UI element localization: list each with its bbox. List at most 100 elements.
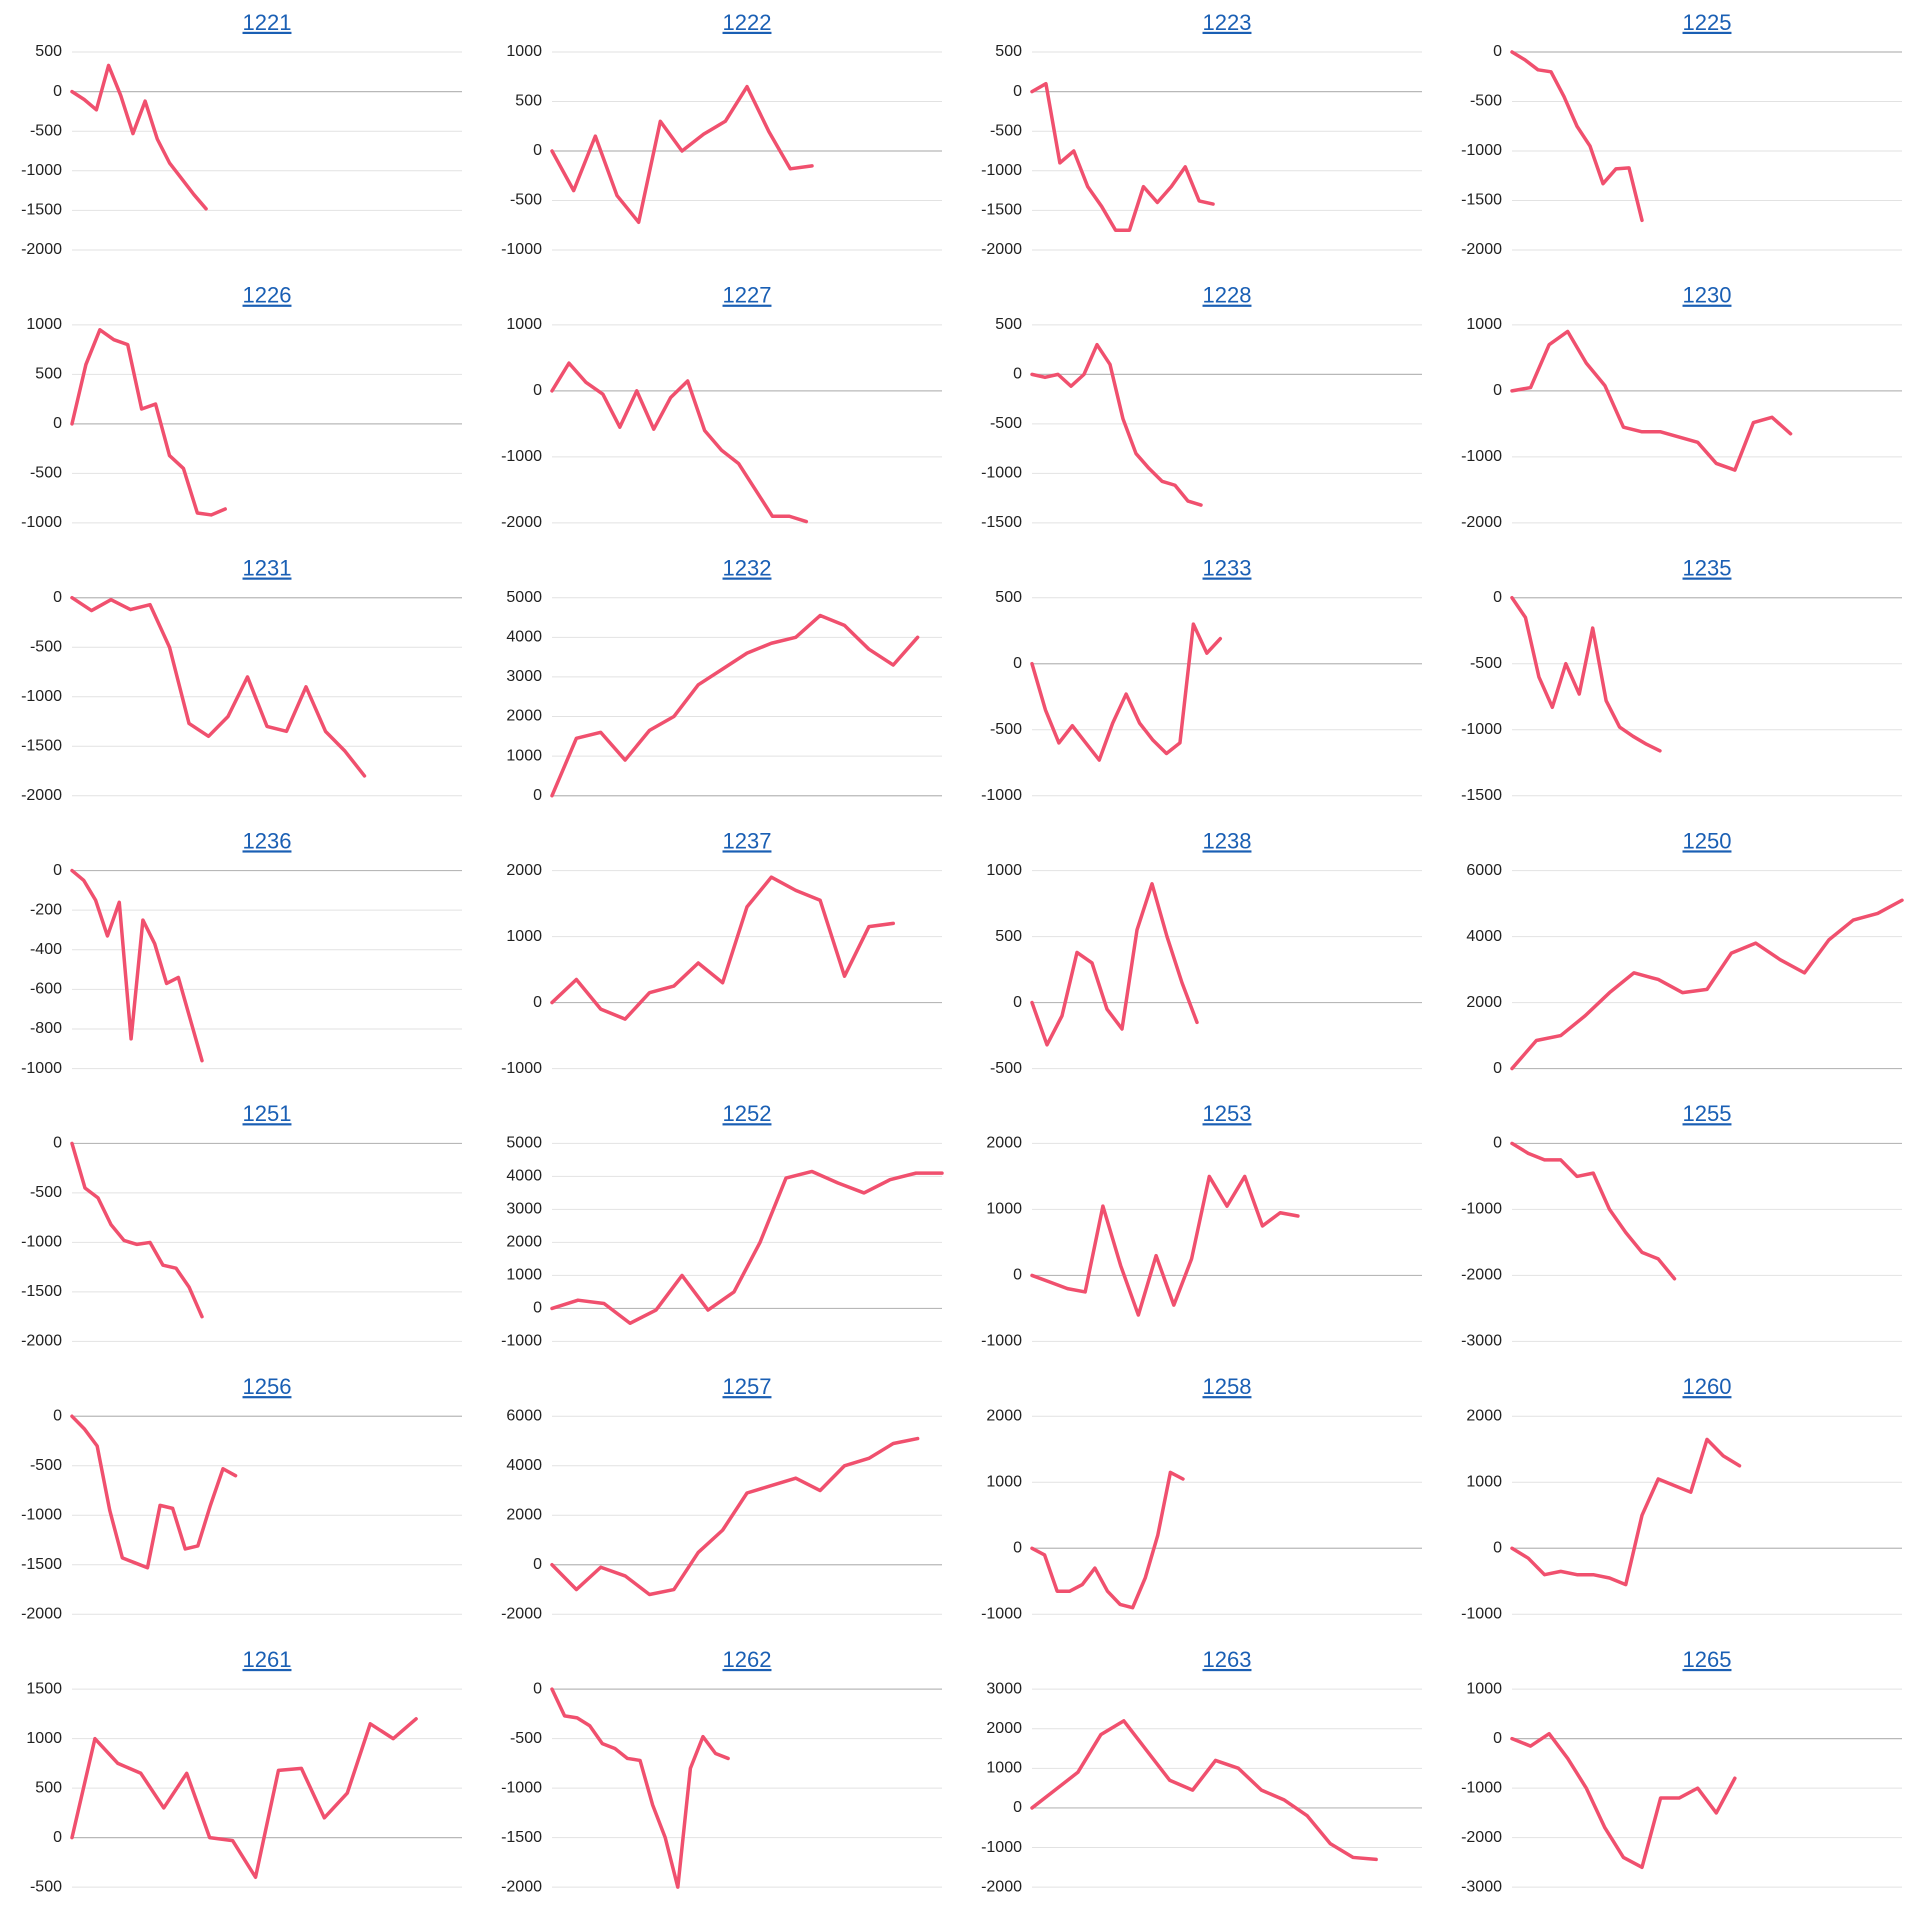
y-tick-label: -1500 xyxy=(21,737,62,754)
chart-title[interactable]: 1258 xyxy=(1203,1374,1252,1399)
y-tick-label: -1000 xyxy=(1461,142,1502,159)
y-tick-label: -2000 xyxy=(501,514,542,531)
chart-title[interactable]: 1260 xyxy=(1683,1374,1732,1399)
y-tick-label: -600 xyxy=(30,981,62,998)
data-line xyxy=(1030,342,1203,507)
y-tick-label: 0 xyxy=(1013,1540,1022,1557)
y-tick-label: -1000 xyxy=(501,1060,542,1077)
chart-title[interactable]: 1228 xyxy=(1203,283,1252,308)
y-tick-label: -2000 xyxy=(1461,1267,1502,1284)
chart-title[interactable]: 1251 xyxy=(243,1101,292,1126)
chart-title[interactable]: 1235 xyxy=(1683,556,1732,581)
chart-title[interactable]: 1263 xyxy=(1203,1647,1252,1672)
y-tick-label: -500 xyxy=(1470,93,1502,110)
y-tick-label: 4000 xyxy=(506,629,542,646)
chart-title[interactable]: 1221 xyxy=(243,10,292,35)
y-tick-label: 500 xyxy=(995,928,1022,945)
y-tick-label: 500 xyxy=(35,1779,62,1796)
y-tick-label: -1000 xyxy=(501,241,542,258)
y-tick-label: -1000 xyxy=(501,1779,542,1796)
y-tick-label: -2000 xyxy=(981,241,1022,258)
chart-title[interactable]: 1256 xyxy=(243,1374,292,1399)
y-tick-label: 0 xyxy=(533,787,542,804)
data-line xyxy=(550,84,814,225)
y-tick-label: -1500 xyxy=(501,1829,542,1846)
chart-title[interactable]: 1253 xyxy=(1203,1101,1252,1126)
y-tick-label: -500 xyxy=(990,1060,1022,1077)
y-tick-label: -1500 xyxy=(21,1283,62,1300)
y-tick-label: 2000 xyxy=(506,708,542,725)
y-tick-label: -1500 xyxy=(21,1556,62,1573)
chart-title[interactable]: 1222 xyxy=(723,10,772,35)
chart-title[interactable]: 1231 xyxy=(243,556,292,581)
chart-title[interactable]: 1237 xyxy=(723,828,772,853)
y-tick-label: 0 xyxy=(533,994,542,1011)
data-line xyxy=(1030,81,1215,232)
chart-title[interactable]: 1227 xyxy=(723,283,772,308)
y-tick-label: 1000 xyxy=(986,1201,1022,1218)
y-tick-label: 0 xyxy=(53,862,62,879)
chart-title[interactable]: 1223 xyxy=(1203,10,1252,35)
y-tick-label: -400 xyxy=(30,941,62,958)
y-tick-label: 0 xyxy=(1493,1730,1502,1747)
y-tick-label: 4000 xyxy=(1466,928,1502,945)
y-tick-label: 5000 xyxy=(506,589,542,606)
data-line xyxy=(1030,622,1223,762)
y-tick-label: -1000 xyxy=(21,1234,62,1251)
y-tick-label: 1000 xyxy=(26,316,62,333)
y-tick-label: 0 xyxy=(53,1135,62,1152)
y-tick-label: -2000 xyxy=(1461,241,1502,258)
y-tick-label: -2000 xyxy=(21,787,62,804)
y-tick-label: -200 xyxy=(30,901,62,918)
data-line xyxy=(70,868,204,1063)
y-tick-label: 2000 xyxy=(1466,1408,1502,1425)
chart-title[interactable]: 1262 xyxy=(723,1647,772,1672)
data-line xyxy=(70,63,208,211)
y-tick-label: -1000 xyxy=(981,1333,1022,1350)
y-tick-label: 500 xyxy=(35,43,62,60)
y-tick-label: 1000 xyxy=(506,43,542,60)
y-tick-label: 1500 xyxy=(26,1680,62,1697)
y-tick-label: -1000 xyxy=(981,1839,1022,1856)
y-tick-label: 0 xyxy=(533,1556,542,1573)
chart-title[interactable]: 1265 xyxy=(1683,1647,1732,1672)
chart-title[interactable]: 1250 xyxy=(1683,828,1732,853)
chart-title[interactable]: 1236 xyxy=(243,828,292,853)
chart-title[interactable]: 1233 xyxy=(1203,556,1252,581)
chart-title[interactable]: 1226 xyxy=(243,283,292,308)
y-tick-label: 1000 xyxy=(986,1760,1022,1777)
y-tick-label: 0 xyxy=(53,415,62,432)
chart-title[interactable]: 1232 xyxy=(723,556,772,581)
data-line xyxy=(1030,1719,1378,1862)
y-tick-label: -2000 xyxy=(21,1333,62,1350)
y-tick-label: 0 xyxy=(53,589,62,606)
y-tick-label: -500 xyxy=(30,638,62,655)
chart-title[interactable]: 1252 xyxy=(723,1101,772,1126)
y-tick-label: 1000 xyxy=(506,747,542,764)
chart-title[interactable]: 1261 xyxy=(243,1647,292,1672)
y-tick-label: -2000 xyxy=(981,1878,1022,1895)
chart-title[interactable]: 1257 xyxy=(723,1374,772,1399)
y-tick-label: 1000 xyxy=(1466,316,1502,333)
y-tick-label: 0 xyxy=(533,382,542,399)
y-tick-label: 1000 xyxy=(986,862,1022,879)
chart-title[interactable]: 1255 xyxy=(1683,1101,1732,1126)
y-tick-label: 0 xyxy=(1013,366,1022,383)
y-tick-label: -1000 xyxy=(21,514,62,531)
y-tick-label: 0 xyxy=(1013,994,1022,1011)
y-tick-label: -500 xyxy=(30,1457,62,1474)
y-tick-label: 1000 xyxy=(1466,1474,1502,1491)
chart-title[interactable]: 1238 xyxy=(1203,828,1252,853)
y-tick-label: -500 xyxy=(1470,655,1502,672)
y-tick-label: 2000 xyxy=(506,1234,542,1251)
y-tick-label: -500 xyxy=(990,721,1022,738)
data-line xyxy=(1510,595,1662,753)
data-line xyxy=(70,1717,418,1879)
chart-title[interactable]: 1230 xyxy=(1683,283,1732,308)
y-tick-label: 0 xyxy=(53,83,62,100)
y-tick-label: 1000 xyxy=(26,1730,62,1747)
y-tick-label: -1500 xyxy=(981,202,1022,219)
chart-title[interactable]: 1225 xyxy=(1683,10,1732,35)
data-line xyxy=(550,875,895,1021)
